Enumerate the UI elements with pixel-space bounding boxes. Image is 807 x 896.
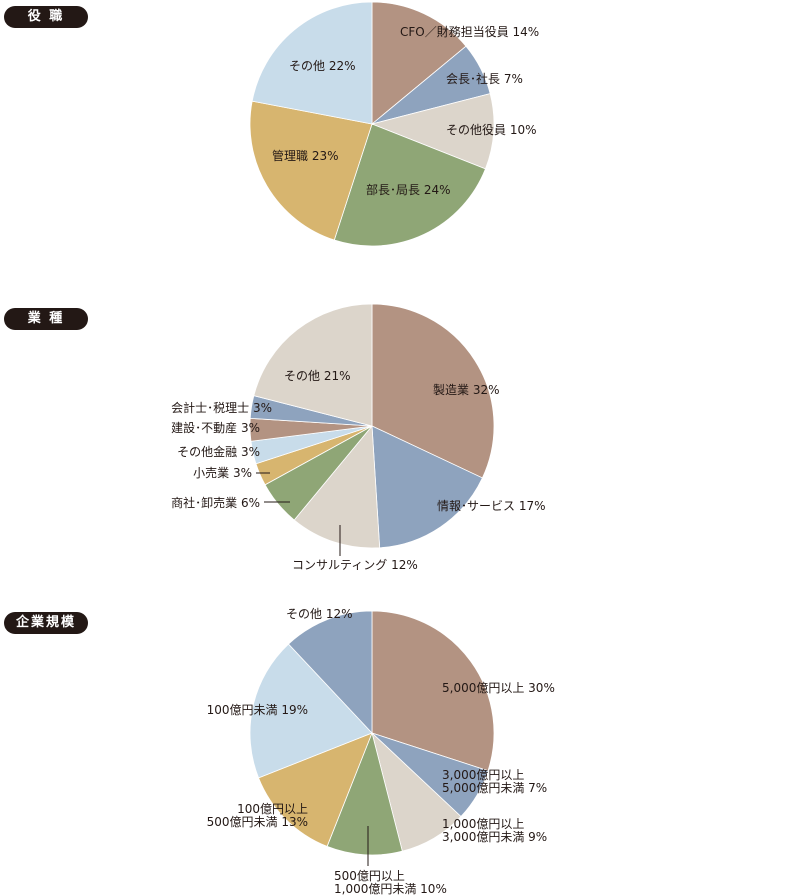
slice-label: 100億円以上 500億円未満 13% <box>207 802 308 829</box>
pie-chart-2: 製造業 32% 情報･サービス 17% コンサルティング 12% 商社･卸売業 6% 小… <box>171 303 546 572</box>
pie-slice <box>251 1 373 125</box>
pie-slice <box>371 425 483 549</box>
pie-slice <box>371 610 495 772</box>
slice-label: 商社･卸売業 6% <box>171 495 260 510</box>
pie-slice <box>249 100 373 241</box>
slice-label: 管理職 23% <box>272 148 339 163</box>
slice-label: 情報･サービス 17% <box>437 499 546 513</box>
pie-chart-3: 5,000億円以上 30% 3,000億円以上 5,000億円未満 7% 1,000億… <box>207 607 555 896</box>
pie-slice <box>371 1 467 125</box>
section-title-position: 役 職 <box>4 6 88 28</box>
slice-label: 5,000億円以上 30% <box>442 681 555 695</box>
pie-slice <box>326 731 403 856</box>
slice-label: 3,000億円以上 5,000億円未満 7% <box>442 768 547 795</box>
slice-label: 小売業 3% <box>193 465 252 480</box>
slice-label: その他役員 10% <box>446 122 537 137</box>
pie-slice <box>293 424 381 549</box>
slice-label: その他 21% <box>284 369 351 383</box>
pie-slice <box>333 123 486 247</box>
pie-slice <box>371 303 495 479</box>
section-title-industry: 業 種 <box>4 308 88 330</box>
pie-slice <box>258 732 373 847</box>
pie-slice <box>287 610 373 735</box>
slice-label: 建設･不動産 3% <box>171 420 260 435</box>
slice-label: 1,000億円以上 3,000億円未満 9% <box>442 817 547 844</box>
section-title-company-size: 企業規模 <box>4 612 88 634</box>
slice-label: コンサルティング 12% <box>292 558 418 572</box>
slice-label: 500億円以上 1,000億円未満 10% <box>334 869 447 896</box>
pie-slice <box>370 93 495 170</box>
slice-label: 会長･社長 7% <box>446 71 523 86</box>
pie-slice <box>249 643 373 779</box>
slice-label: 100億円未満 19% <box>207 703 308 717</box>
slice-label: その他 22% <box>289 59 356 73</box>
pie-slice <box>253 303 373 427</box>
slice-label: 部長･局長 24% <box>366 182 451 197</box>
slice-label: その他 12% <box>286 607 353 621</box>
slice-label: 会計士･税理士 3% <box>171 400 272 415</box>
slice-label: 製造業 32% <box>433 383 500 397</box>
slice-label: その他金融 3% <box>177 444 260 459</box>
slice-label: CFO／財務担当役員 14% <box>400 24 539 39</box>
pie-chart-1: CFO／財務担当役員 14% 会長･社長 7% その他役員 10% 部長･局長 24%… <box>249 1 539 247</box>
